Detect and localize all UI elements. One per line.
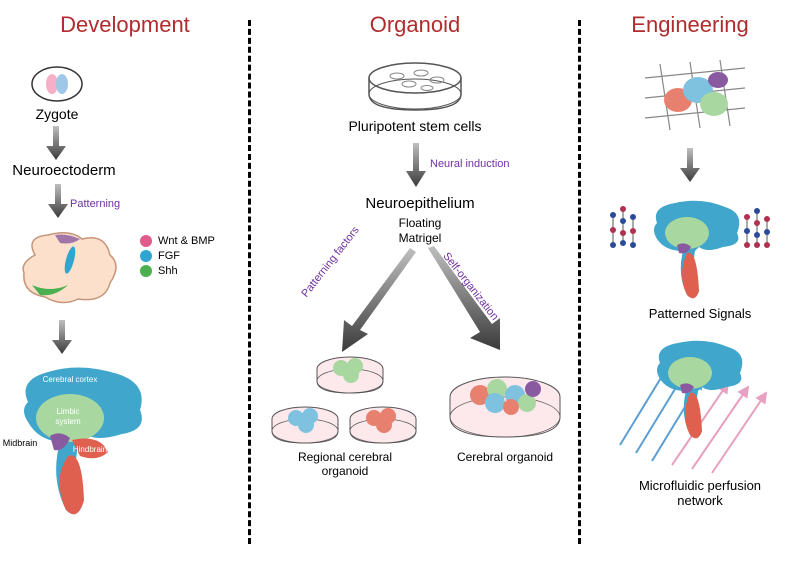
arrow-icon <box>46 126 66 160</box>
dot-icon <box>140 235 152 247</box>
embryo-brain-icon <box>10 225 130 315</box>
psc-label: Pluripotent stem cells <box>325 118 505 134</box>
patterned-signals-label: Patterned Signals <box>630 306 770 321</box>
legend-shh: Shh <box>140 265 215 277</box>
legend-wnt-bmp: Wnt & BMP <box>140 235 215 247</box>
microfluidic-icon <box>610 335 780 475</box>
legend-label: FGF <box>158 250 180 262</box>
legend-label: Shh <box>158 265 178 277</box>
arrow-icon <box>52 320 72 354</box>
neuroepithelium-label: Neuroepithelium <box>350 195 490 212</box>
floating-label: Floating <box>380 216 460 230</box>
neuroectoderm-label: Neuroectoderm <box>4 162 124 179</box>
midbrain-label: Midbrain <box>0 438 40 448</box>
svg-text:Hindbrain: Hindbrain <box>73 445 107 454</box>
regional-organoid-label: Regional cerebral organoid <box>280 450 410 478</box>
legend-fgf: FGF <box>140 250 215 262</box>
svg-text:Cerebral cortex: Cerebral cortex <box>43 375 98 384</box>
development-heading: Development <box>0 12 250 38</box>
development-column: Development Zygote Neuroectoderm Pattern… <box>0 0 250 564</box>
cerebral-organoid-dish-icon <box>445 375 565 445</box>
svg-text:system: system <box>55 417 81 426</box>
psc-dish-icon <box>365 60 465 115</box>
arrow-icon <box>48 184 68 218</box>
arrow-icon <box>406 143 426 187</box>
dot-icon <box>140 250 152 262</box>
engineering-scaffold-icon <box>640 60 750 140</box>
microfluidic-label: Microfluidic perfusion network <box>620 478 780 508</box>
neural-induction-label: Neural induction <box>430 158 510 170</box>
zygote-label: Zygote <box>20 106 94 122</box>
signal-legend: Wnt & BMP FGF Shh <box>140 235 215 280</box>
cerebral-organoid-label: Cerebral organoid <box>445 450 565 464</box>
svg-text:Limbic: Limbic <box>56 407 79 416</box>
engineering-column: Engineering <box>580 0 800 564</box>
organoid-column: Organoid Pluripotent stem cells Neural i… <box>250 0 580 564</box>
legend-label: Wnt & BMP <box>158 235 215 247</box>
dot-icon <box>140 265 152 277</box>
arrow-icon <box>680 148 700 182</box>
organoid-heading: Organoid <box>250 12 580 38</box>
patterning-process-label: Patterning <box>70 198 120 210</box>
engineering-heading: Engineering <box>580 12 800 38</box>
patterned-signals-icon <box>605 195 785 305</box>
zygote-icon <box>30 65 84 103</box>
